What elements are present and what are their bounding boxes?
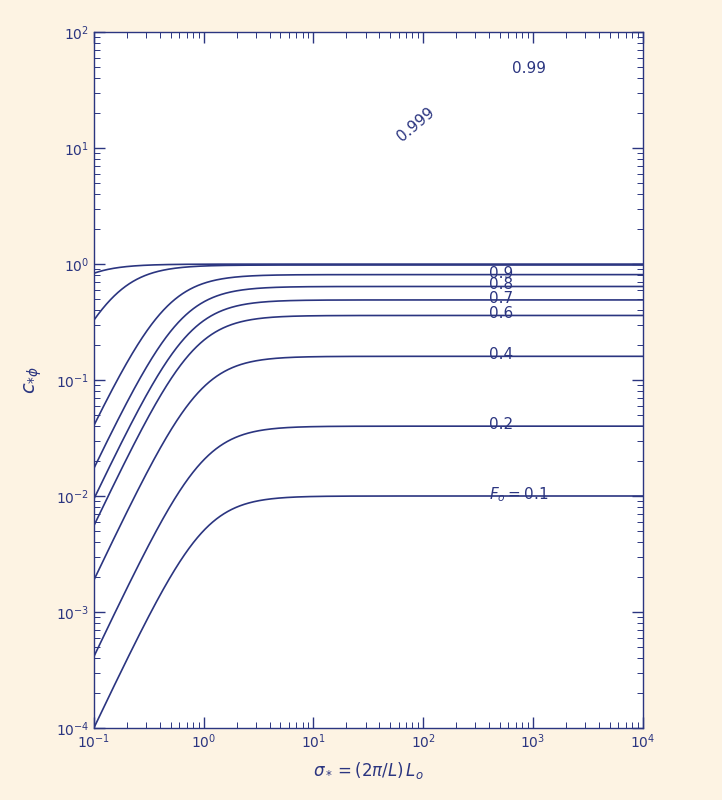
- Text: 0.6: 0.6: [490, 306, 513, 321]
- X-axis label: $\sigma_* = (2\pi / L) \, L_o$: $\sigma_* = (2\pi / L) \, L_o$: [313, 760, 424, 781]
- Text: 0.8: 0.8: [490, 278, 513, 293]
- Text: 0.2: 0.2: [490, 417, 513, 432]
- Text: 0.99: 0.99: [513, 62, 547, 77]
- Text: 0.4: 0.4: [490, 347, 513, 362]
- Text: $F_o = 0.1$: $F_o = 0.1$: [490, 485, 549, 504]
- Y-axis label: $c_{*\phi}$: $c_{*\phi}$: [23, 366, 44, 394]
- Text: 0.9: 0.9: [490, 266, 513, 281]
- Text: 0.7: 0.7: [490, 291, 513, 306]
- Text: 0.999: 0.999: [395, 105, 438, 144]
